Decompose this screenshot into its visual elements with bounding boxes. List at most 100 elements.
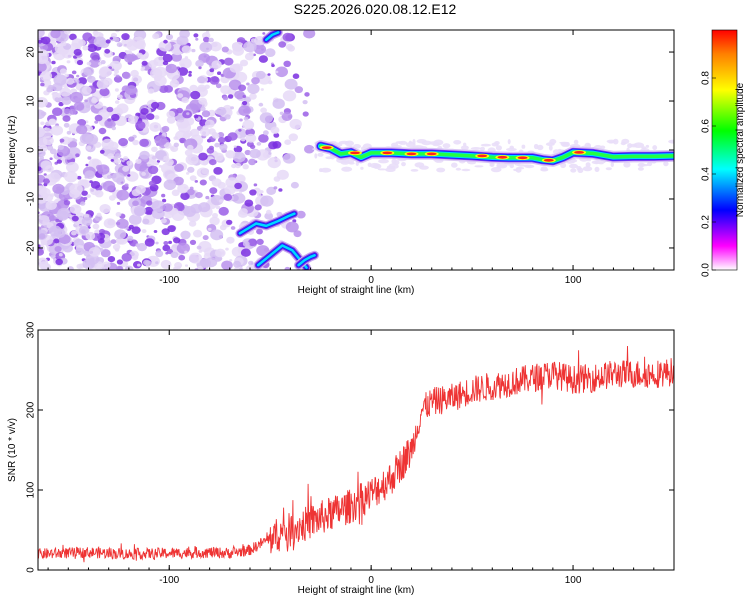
noise-blob <box>63 200 71 206</box>
noise-blob <box>195 37 199 41</box>
signal-hotspot <box>497 155 508 159</box>
noise-blob <box>181 45 192 54</box>
noise-blob <box>52 107 63 116</box>
noise-blob <box>217 71 222 75</box>
noise-blob <box>198 66 202 70</box>
noise-blob <box>140 67 145 72</box>
noise-blob <box>118 138 128 147</box>
noise-blob <box>283 60 292 67</box>
noise-blob <box>202 235 209 241</box>
noise-blob <box>202 160 208 166</box>
noise-blob <box>139 138 150 147</box>
noise-blob <box>189 175 197 181</box>
noise-blob <box>302 111 309 117</box>
noise-blob <box>59 68 67 75</box>
noise-blob <box>188 70 192 74</box>
noise-blob <box>256 192 262 197</box>
noise-blob <box>160 218 167 224</box>
halo-speckle <box>586 159 592 162</box>
noise-blob <box>209 76 220 85</box>
noise-blob <box>222 96 229 101</box>
halo-speckle <box>652 145 658 151</box>
halo-speckle <box>639 163 649 167</box>
noise-blob <box>226 219 233 225</box>
noise-blob <box>258 55 268 63</box>
noise-blob <box>67 137 73 142</box>
halo-speckle <box>421 140 432 146</box>
noise-blob <box>210 195 224 206</box>
noise-blob <box>69 91 84 103</box>
noise-blob <box>61 96 72 105</box>
noise-blob <box>250 38 257 43</box>
noise-blob <box>227 132 238 141</box>
noise-blob <box>253 183 258 187</box>
noise-blob <box>106 174 113 179</box>
noise-blob <box>42 136 54 146</box>
signal-hotspot <box>517 156 528 160</box>
colorbar-tick-label: 0.4 <box>701 167 712 181</box>
noise-blob <box>78 39 86 47</box>
noise-blob <box>114 88 119 92</box>
noise-blob <box>270 126 280 134</box>
noise-blob <box>158 164 163 168</box>
noise-blob <box>112 243 121 251</box>
noise-blob <box>198 152 208 161</box>
noise-blob <box>249 189 257 196</box>
noise-blob <box>162 203 173 212</box>
noise-blob <box>260 195 274 207</box>
noise-blob <box>121 252 132 262</box>
noise-blob <box>177 67 189 76</box>
noise-blob <box>100 60 106 65</box>
noise-blob <box>278 41 287 48</box>
noise-blob <box>141 229 147 234</box>
noise-blob <box>186 144 194 151</box>
noise-blob <box>132 139 139 146</box>
halo-speckle <box>455 167 462 171</box>
colorbar: 0.0 0.2 0.4 0.6 0.8 Normalized spectral ampl… <box>701 29 746 277</box>
snr-ytick-label: 200 <box>26 401 37 418</box>
spectrogram-ytick-label: 20 <box>26 46 37 58</box>
noise-blob <box>124 53 135 63</box>
halo-speckle <box>533 143 539 150</box>
noise-blob <box>259 190 264 194</box>
noise-blob <box>232 46 244 56</box>
noise-blob <box>99 33 104 37</box>
noise-blob <box>199 179 207 186</box>
noise-blob <box>66 77 75 85</box>
noise-blob <box>244 149 251 156</box>
noise-blob <box>151 66 157 72</box>
noise-blob <box>56 159 62 164</box>
noise-blob <box>99 87 110 97</box>
noise-blob <box>100 249 111 258</box>
noise-blob <box>125 171 139 182</box>
noise-blob <box>166 110 176 119</box>
halo-speckle <box>453 140 462 145</box>
halo-speckle <box>515 167 522 173</box>
noise-blob <box>80 201 86 206</box>
noise-blob <box>285 221 299 233</box>
noise-blob <box>162 53 173 63</box>
noise-blob <box>94 214 103 222</box>
noise-blob <box>303 30 316 39</box>
noise-blob <box>188 73 192 77</box>
noise-blob <box>243 108 250 114</box>
noise-blob <box>256 228 263 235</box>
noise-blob <box>131 75 142 84</box>
halo-speckle <box>463 142 467 147</box>
noise-blob <box>123 156 129 161</box>
noise-blob <box>38 126 46 138</box>
spectrogram-ytick-label: 10 <box>26 95 37 107</box>
noise-blob <box>153 61 159 66</box>
noise-blob <box>243 96 252 103</box>
noise-blob <box>176 242 190 254</box>
snr-frame <box>37 329 675 571</box>
noise-blob <box>93 36 107 47</box>
noise-blob <box>282 90 297 102</box>
halo-speckle <box>557 148 563 152</box>
noise-blob <box>113 37 120 43</box>
noise-blob <box>284 139 292 145</box>
noise-blob <box>158 40 172 52</box>
noise-blob <box>185 264 188 267</box>
noise-blob <box>255 70 266 80</box>
noise-blob <box>48 172 61 183</box>
